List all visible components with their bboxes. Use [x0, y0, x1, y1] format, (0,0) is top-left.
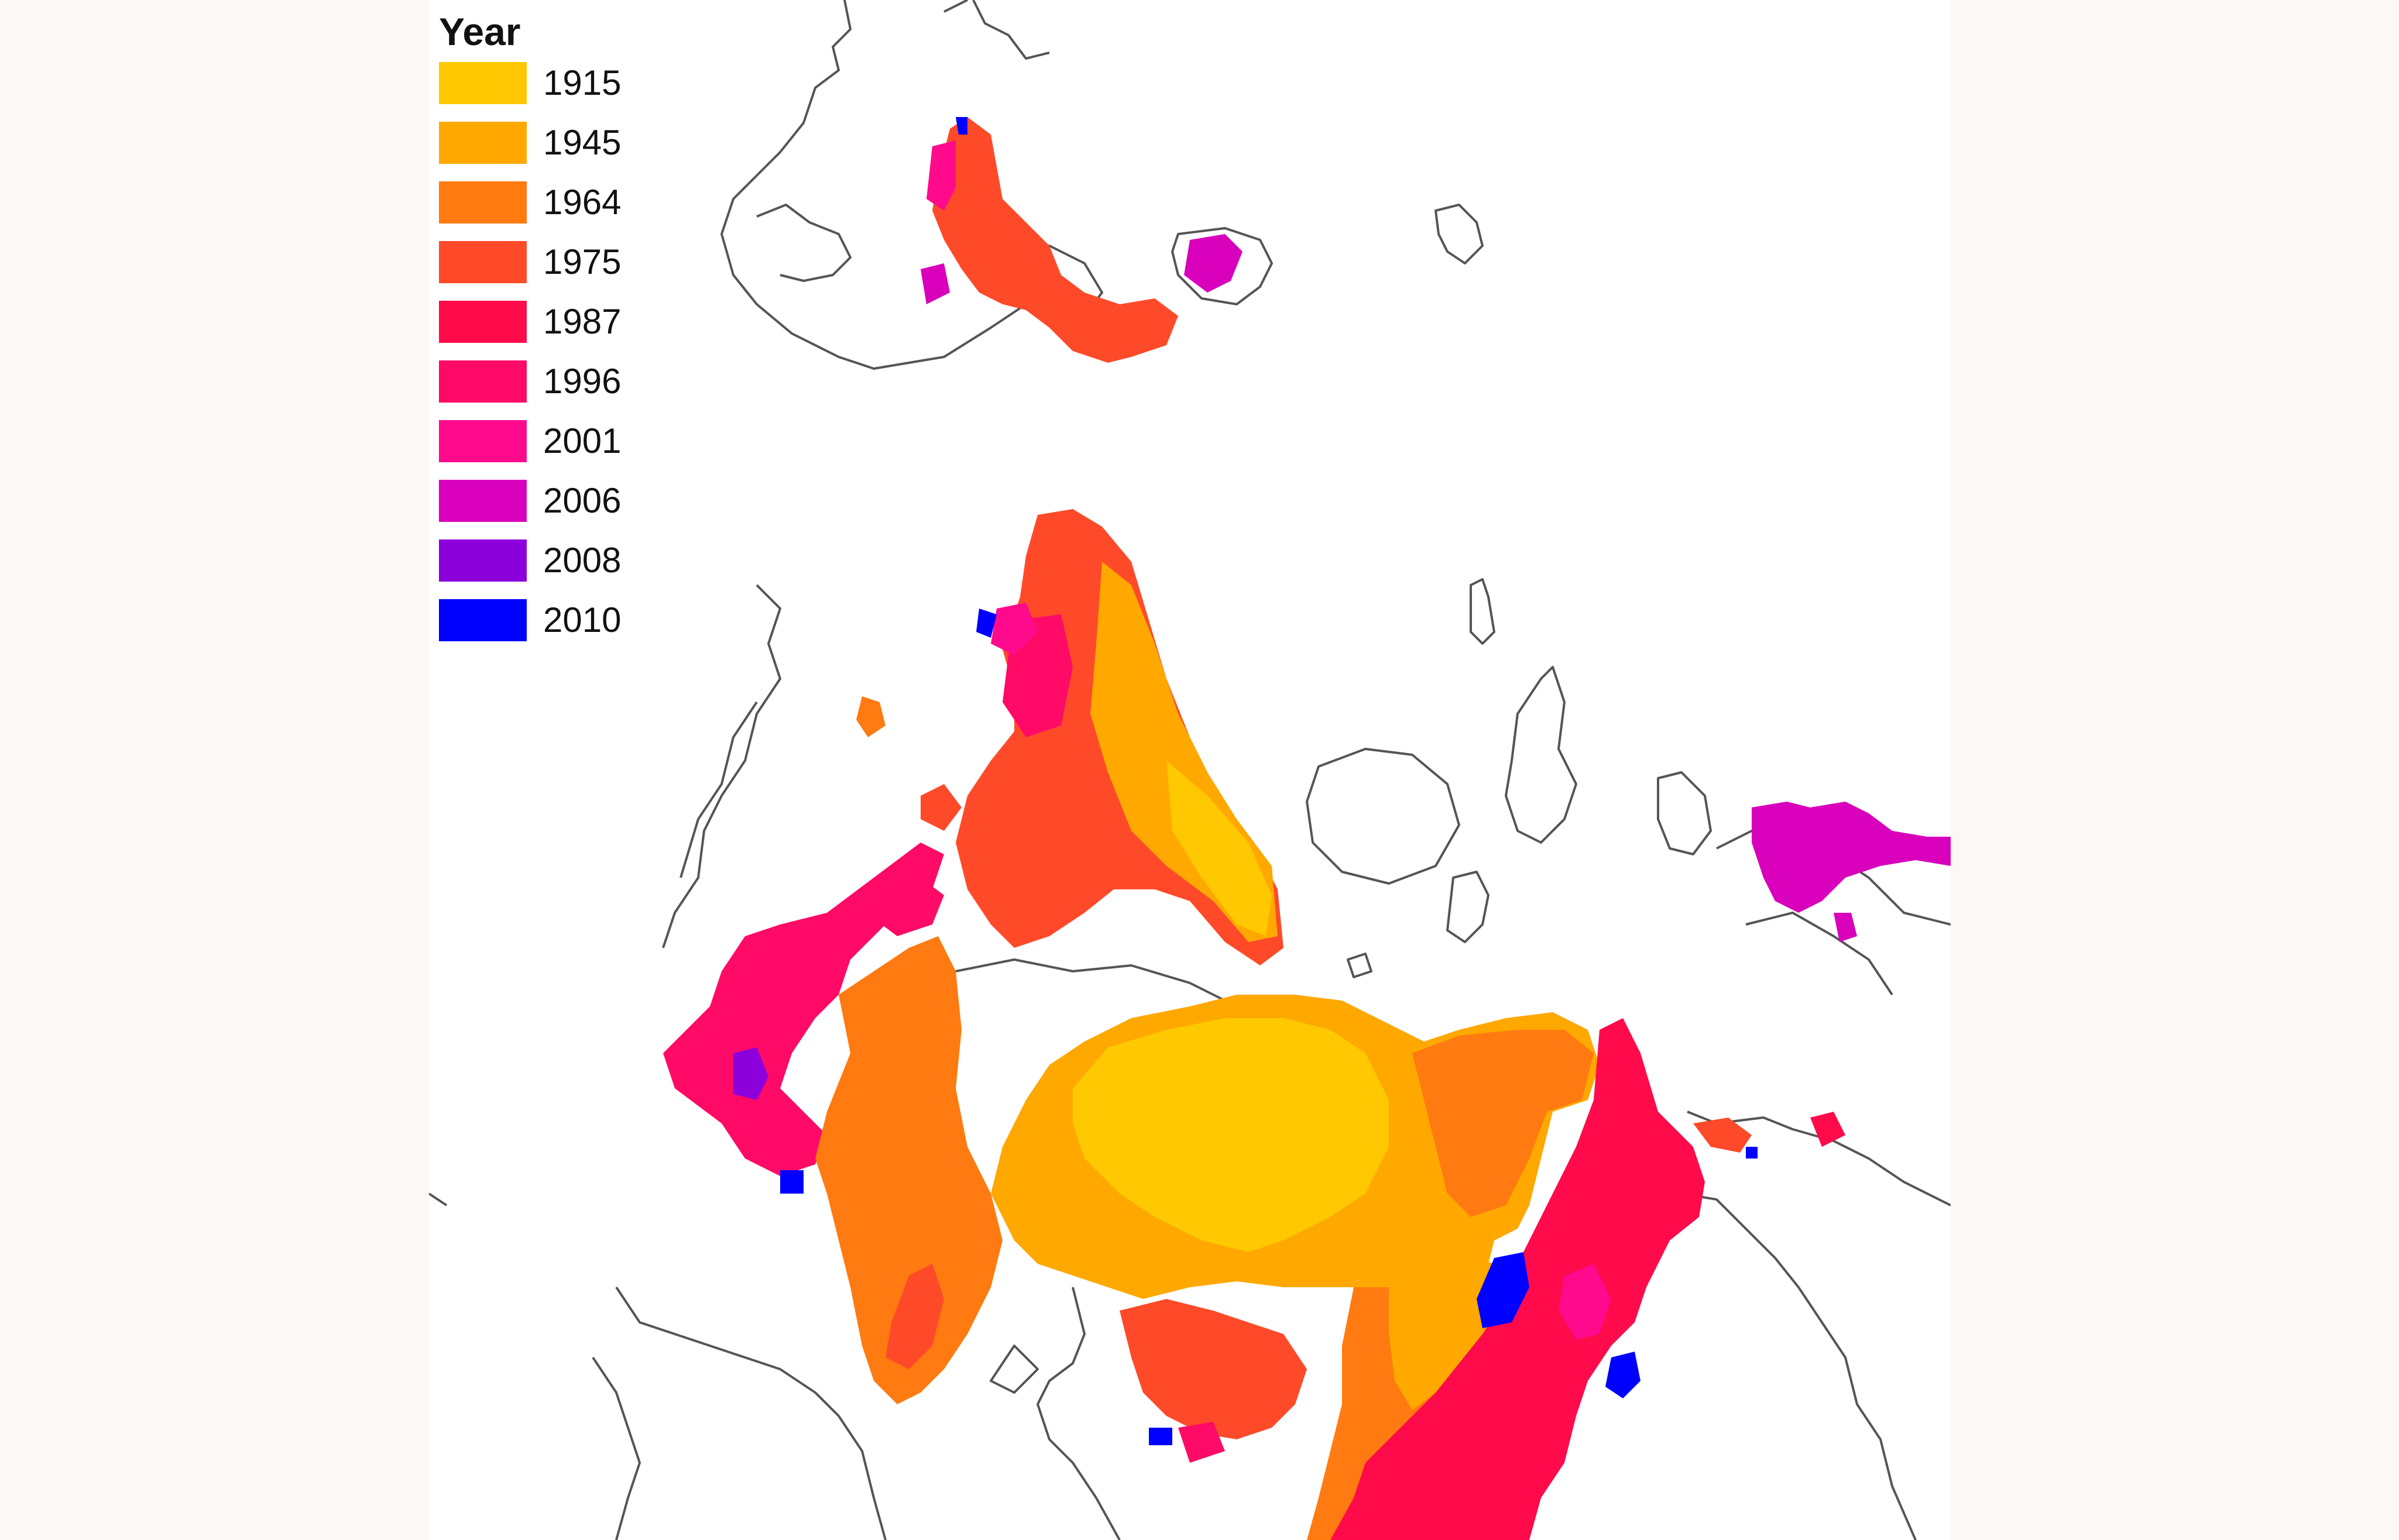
- legend-title: Year: [439, 10, 521, 53]
- region-1915-mid: [1166, 761, 1272, 936]
- legend-swatch: [439, 480, 527, 522]
- legend-item-1915: 1915: [439, 55, 685, 115]
- coastline-east-1: [1657, 771, 1712, 855]
- island-small-1: [1434, 204, 1484, 264]
- legend-swatch: [439, 62, 527, 104]
- coastline-south-2: [990, 1345, 1039, 1394]
- region-2010-mid: [976, 609, 997, 638]
- region-1975-mid-west: [921, 784, 962, 831]
- legend-swatch: [439, 122, 527, 164]
- legend-item-2008: 2008: [439, 532, 685, 592]
- coastline-southwest-2: [592, 1356, 641, 1540]
- legend-item-2010: 2010: [439, 592, 685, 652]
- coastline-west-2: [679, 701, 758, 878]
- region-2001-mid: [991, 603, 1038, 655]
- region-1964-mid-west: [856, 696, 886, 737]
- legend-label: 1945: [543, 123, 622, 162]
- coastline-west: [662, 584, 781, 948]
- region-1975-north: [932, 117, 1178, 363]
- legend-swatch: [439, 599, 527, 641]
- island-mid: [1470, 578, 1495, 645]
- legend-item-1996: 1996: [439, 353, 685, 413]
- legend-label: 1915: [543, 63, 622, 102]
- region-1975-east: [1693, 1118, 1752, 1153]
- region-2008-west: [733, 1047, 768, 1100]
- legend-swatch: [439, 420, 527, 462]
- island-south: [1446, 871, 1489, 943]
- legend-item-1987: 1987: [439, 294, 685, 353]
- legend-label: 2001: [543, 421, 622, 460]
- region-2010-southwest: [1149, 1428, 1172, 1445]
- coastline-south: [1037, 1287, 1121, 1540]
- legend-label: 1964: [543, 183, 622, 222]
- region-2006-east-2: [1834, 913, 1857, 942]
- legend-item-1975: 1975: [439, 234, 685, 294]
- region-1996-southwest: [1178, 1422, 1225, 1463]
- region-1975-southwest: [1120, 1299, 1307, 1439]
- island-tiny-1: [1347, 953, 1372, 978]
- coastline-harbour: [955, 958, 1237, 1008]
- legend-item-1945: 1945: [439, 115, 685, 174]
- coastline-peninsula: [943, 0, 1050, 60]
- region-1975-west-2: [886, 1264, 944, 1369]
- region-1987-east-2: [1810, 1112, 1845, 1147]
- legend-swatch: [439, 301, 527, 343]
- urban-growth-map[interactable]: [429, 0, 1951, 1540]
- coastline-east-3: [1745, 912, 1893, 996]
- region-2010-west: [780, 1170, 804, 1194]
- legend-items: 1915 1945 1964 1975 1987 1996 2001 2006 2008 2010: [439, 55, 685, 652]
- region-2010-southeast-2: [1605, 1352, 1640, 1398]
- region-2010-southeast-1: [1477, 1252, 1529, 1328]
- island-large: [1306, 748, 1460, 885]
- coastline-bay: [1171, 227, 1273, 305]
- legend-label: 2006: [543, 481, 622, 520]
- region-1945-southeast: [1389, 1252, 1506, 1410]
- legend-label: 1987: [543, 302, 622, 341]
- legend-label: 1996: [543, 362, 622, 401]
- coastline-southwest: [615, 1286, 887, 1540]
- legend-swatch: [439, 539, 527, 582]
- legend-swatch: [439, 360, 527, 403]
- region-2006-east: [1752, 802, 1951, 913]
- legend-swatch: [439, 241, 527, 283]
- region-1964-west: [815, 936, 1003, 1404]
- legend-item-2001: 2001: [439, 413, 685, 473]
- legend-label: 1975: [543, 242, 622, 281]
- region-2001-north: [926, 140, 956, 211]
- legend-label: 2010: [543, 600, 622, 640]
- urban-areas-layer: [663, 117, 1951, 1540]
- region-1915-central: [1073, 1018, 1389, 1252]
- region-2006-north-2: [921, 263, 950, 304]
- legend-item-2006: 2006: [439, 473, 685, 532]
- island-east: [1505, 666, 1577, 844]
- coastline-west-inlet: [756, 204, 852, 282]
- coastline-north: [720, 0, 1027, 370]
- map-legend: Year 1915 1945 1964 1975 1987 1996 2001 2006 200…: [439, 8, 685, 652]
- region-2006-north: [1184, 234, 1243, 293]
- region-2001-southeast: [1559, 1264, 1611, 1340]
- region-2010-east: [1746, 1147, 1758, 1159]
- legend-label: 2008: [543, 541, 622, 580]
- region-1964-central: [1412, 1030, 1594, 1217]
- coastline-east-5: [1645, 1169, 1917, 1540]
- legend-item-1964: 1964: [439, 174, 685, 234]
- region-2010-north: [956, 117, 967, 135]
- coastline-far-west: [429, 1192, 448, 1206]
- legend-swatch: [439, 181, 527, 224]
- map-panel[interactable]: [429, 0, 1951, 1540]
- coastline-layer: [429, 0, 1951, 1540]
